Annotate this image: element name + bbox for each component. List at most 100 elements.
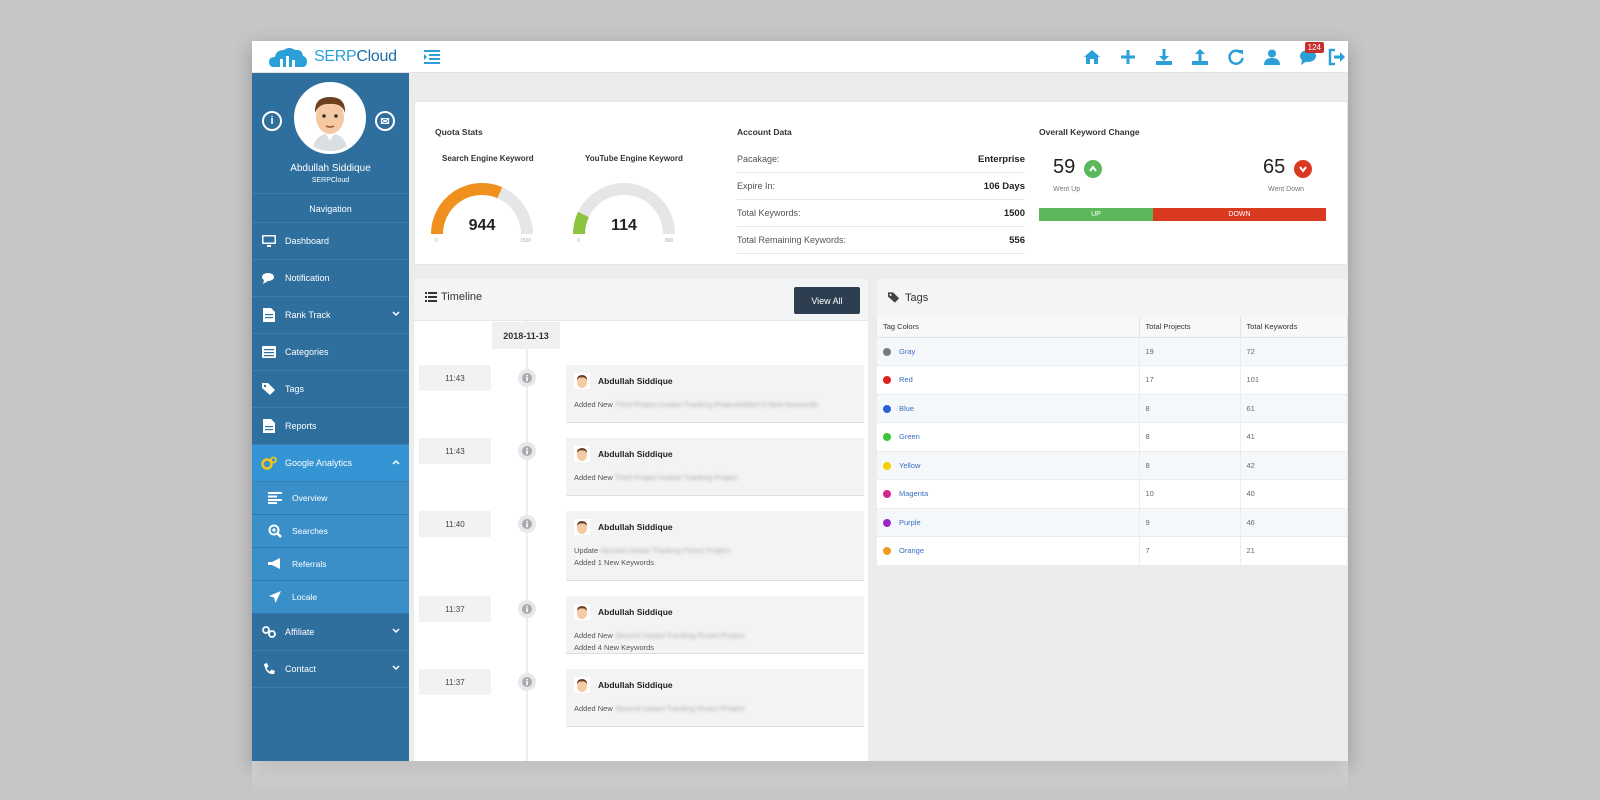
upload-icon[interactable]	[1182, 41, 1218, 73]
home-icon[interactable]	[1074, 41, 1110, 73]
info-icon	[518, 673, 536, 691]
logout-icon[interactable]	[1326, 41, 1348, 73]
timeline-action: Added New	[574, 704, 613, 713]
search-engine-gauge-value: 944	[468, 217, 496, 234]
tag-name-link[interactable]: Purple	[899, 517, 921, 527]
table-row[interactable]: Blue 8 61	[877, 394, 1348, 423]
column-header[interactable]: Tag Colors	[877, 316, 1140, 338]
tags-table-body: Gray 19 72 Red 17 101 Blue 8 61 Green 8 41 Yellow 8 42…	[877, 337, 1348, 566]
tag-name-link[interactable]: Magenta	[899, 489, 929, 499]
download-icon[interactable]	[1146, 41, 1182, 73]
reflection	[252, 761, 1348, 791]
user-icon[interactable]	[1254, 41, 1290, 73]
account-row-value: 1500	[1003, 207, 1025, 219]
total-projects-cell: 10	[1139, 479, 1241, 509]
profile-company: SERPCloud	[311, 177, 350, 184]
tags-table-header-row: Tag Colors Total Projects Total Keywords	[877, 316, 1348, 338]
went-down-value: 65	[1263, 156, 1286, 178]
mail-icon[interactable]: ✉	[375, 111, 395, 131]
tag-color-dot	[883, 547, 891, 556]
chat-icon[interactable]: 124	[1290, 41, 1326, 73]
column-header[interactable]: Total Keywords	[1240, 316, 1348, 338]
total-projects-cell: 8	[1139, 451, 1241, 480]
table-row[interactable]: Yellow 8 42	[877, 451, 1348, 480]
sidebar-subitem-searches[interactable]: Searches	[252, 515, 409, 548]
search-engine-gauge-max: 1500	[520, 238, 532, 244]
tags-table: Tag Colors Total Projects Total Keywords…	[877, 316, 1348, 566]
phone-icon	[261, 661, 277, 677]
sidebar-item-notification[interactable]: Notification	[252, 260, 409, 297]
logo[interactable]: SERPCloud	[268, 44, 397, 70]
user-avatar-icon	[574, 604, 590, 620]
sidebar-item-categories[interactable]: Categories	[252, 334, 409, 371]
total-keywords-cell: 42	[1240, 451, 1348, 480]
timeline-time: 11:37	[419, 669, 491, 695]
timeline-panel: Timeline View All 2018-11-13 11:43 Abdull…	[414, 279, 868, 761]
table-row[interactable]: Gray 19 72	[877, 337, 1348, 366]
sidebar-item-google-analytics[interactable]: Google Analytics	[252, 445, 409, 482]
info-icon	[518, 442, 536, 460]
sidebar-item-dashboard[interactable]: Dashboard	[252, 223, 409, 260]
timeline-extra: Added 1 New Keywords	[574, 558, 655, 567]
table-row[interactable]: Purple 9 46	[877, 508, 1348, 537]
sidebar-item-affiliate[interactable]: Affiliate	[252, 614, 409, 651]
gauge-fill	[572, 211, 589, 235]
table-row[interactable]: Red 17 101	[877, 365, 1348, 395]
menu-toggle-icon[interactable]	[422, 47, 442, 67]
sidebar-subitem-label: Locale	[292, 592, 318, 602]
tag-name-link[interactable]: Orange	[899, 546, 925, 556]
youtube-engine-gauge-label: YouTube Engine Keyword	[585, 154, 683, 163]
table-row[interactable]: Orange 7 21	[877, 536, 1348, 566]
tag-name-link[interactable]: Yellow	[899, 460, 921, 470]
youtube-engine-gauge-value: 114	[611, 217, 637, 234]
table-row[interactable]: Green 8 41	[877, 422, 1348, 452]
tag-name-link[interactable]: Red	[899, 375, 913, 385]
down-bar: DOWN	[1153, 208, 1326, 221]
sidebar-item-contact[interactable]: Contact	[252, 651, 409, 688]
timeline-header: Timeline View All	[414, 279, 868, 321]
went-down-caption: Went Down	[1268, 186, 1305, 193]
tag-name-link[interactable]: Blue	[899, 403, 915, 413]
sidebar-item-rank-track[interactable]: Rank Track	[252, 297, 409, 334]
info-icon[interactable]: i	[262, 111, 282, 131]
sidebar: i ✉ Abdullah Siddique SERPCloud Navigati…	[252, 73, 409, 761]
total-keywords-cell: 46	[1240, 508, 1348, 537]
refresh-icon[interactable]	[1218, 41, 1254, 73]
sidebar-subitem-overview[interactable]: Overview	[252, 482, 409, 515]
sidebar-item-label: Rank Track	[285, 310, 331, 320]
user-avatar-icon	[574, 446, 590, 462]
timeline-action: Update	[574, 546, 599, 555]
sidebar-item-tags[interactable]: Tags	[252, 371, 409, 408]
file-icon	[261, 307, 277, 323]
search-engine-gauge-min: 0	[435, 238, 438, 244]
table-row[interactable]: Magenta 10 40	[877, 479, 1348, 509]
total-projects-cell: 9	[1139, 508, 1241, 537]
tag-name-link[interactable]: Green	[899, 432, 920, 442]
view-all-button[interactable]: View All	[794, 287, 860, 314]
timeline-extra: Added 4 New Keywords	[574, 643, 655, 652]
timeline-user: Abdullah Siddique	[598, 607, 673, 617]
avatar[interactable]	[294, 82, 366, 154]
report-icon	[261, 418, 277, 434]
tag-name-link[interactable]: Gray	[899, 346, 916, 356]
sidebar-subitem-referrals[interactable]: Referrals	[252, 548, 409, 581]
sidebar-subitem-locale[interactable]: Locale	[252, 581, 409, 614]
column-header[interactable]: Total Projects	[1139, 316, 1241, 338]
up-bar: UP	[1039, 208, 1153, 221]
tag-color-cell: Blue	[877, 394, 1140, 423]
profile-name: Abdullah Siddique	[290, 163, 371, 174]
user-avatar-icon	[574, 519, 590, 535]
timeline-user: Abdullah Siddique	[598, 680, 673, 690]
account-row: Pacakage: Enterprise	[737, 146, 1025, 173]
plus-icon[interactable]	[1110, 41, 1146, 73]
app-window: SERPCloud	[252, 41, 1348, 761]
tag-color-dot	[883, 461, 891, 470]
total-projects-cell: 8	[1139, 422, 1241, 452]
timeline-action: Added New	[574, 400, 613, 409]
sidebar-item-label: Google Analytics	[285, 458, 353, 468]
sidebar-item-reports[interactable]: Reports	[252, 408, 409, 445]
total-keywords-cell: 40	[1240, 479, 1348, 509]
sidebar-subitem-label: Referrals	[292, 559, 327, 569]
list-icon	[261, 344, 277, 360]
user-avatar-icon	[574, 373, 590, 389]
